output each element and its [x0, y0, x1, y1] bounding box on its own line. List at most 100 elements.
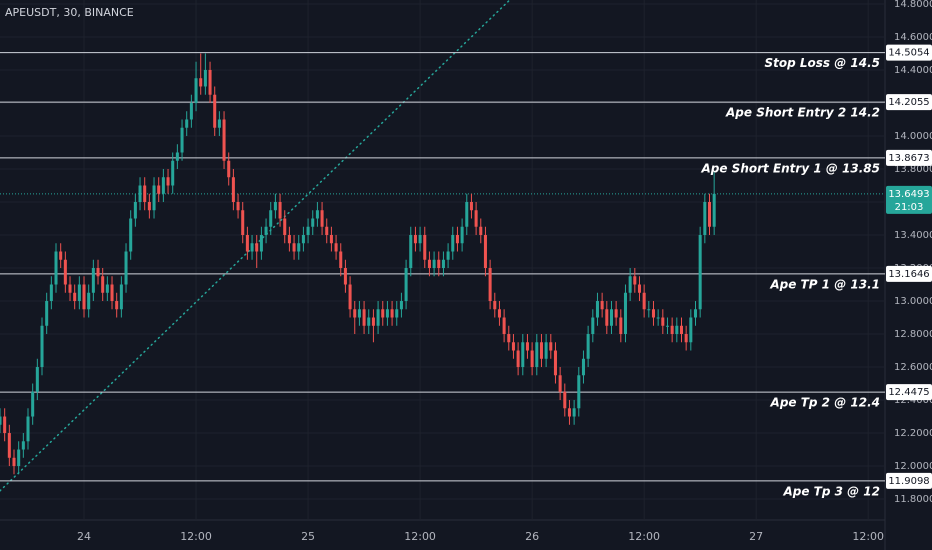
candle-body: [628, 276, 632, 293]
candle-body: [7, 433, 11, 458]
candle-body: [334, 243, 338, 252]
candle-body: [441, 259, 445, 269]
x-tick-label: 24: [77, 530, 91, 543]
level-annotation: Stop Loss @ 14.5: [764, 56, 880, 70]
candle-body: [684, 334, 688, 343]
x-tick-label: 26: [525, 530, 539, 543]
candle-body: [409, 234, 413, 269]
candle-body: [609, 309, 613, 326]
y-tick-label: 12.2000: [894, 428, 932, 439]
candle-body: [208, 69, 212, 95]
y-tick-label: 11.8000: [894, 494, 932, 505]
y-tick-label: 13.0000: [894, 296, 932, 307]
candle-body: [101, 276, 105, 293]
candle-body: [376, 309, 380, 326]
candle-body: [339, 251, 343, 269]
candle-body: [595, 301, 599, 318]
candle-body: [17, 449, 21, 467]
candle-body: [651, 309, 655, 318]
y-tick-label: 14.0000: [894, 131, 932, 142]
candle-body: [679, 325, 684, 335]
candle-body: [180, 127, 184, 153]
candle-body: [670, 325, 674, 335]
candle-body: [600, 301, 604, 310]
candle-body: [315, 210, 319, 219]
candle-body: [292, 243, 296, 252]
candle-body: [712, 193, 716, 227]
candle-body: [115, 301, 119, 310]
candle-body: [525, 342, 529, 351]
candle-body: [553, 350, 557, 376]
candle-body: [502, 317, 506, 335]
candle-body: [175, 152, 179, 161]
candle-body: [236, 201, 240, 211]
candle-body: [45, 301, 49, 326]
y-tick-label: 12.6000: [894, 362, 932, 373]
y-tick-label: 14.4000: [894, 65, 932, 76]
candle-body: [390, 309, 394, 318]
candle-body: [423, 234, 427, 260]
level-price-label: 14.5054: [888, 48, 929, 59]
candle-body: [105, 284, 109, 293]
level-price-box: [886, 472, 932, 489]
candle-body: [49, 284, 53, 302]
candle-body: [278, 201, 282, 219]
candle-body: [264, 226, 268, 235]
level-price-label: 12.4475: [888, 387, 929, 398]
candle-body: [530, 350, 534, 368]
candle-body: [203, 69, 207, 87]
candle-body: [96, 268, 100, 277]
candle-body: [474, 210, 478, 227]
y-tick-label: 12.4000: [894, 395, 932, 406]
candle-body: [581, 358, 585, 376]
candle-body: [343, 268, 347, 285]
candle-body: [703, 201, 707, 235]
candle-body: [558, 375, 562, 392]
y-tick-label: 14.6000: [894, 32, 932, 43]
level-price-label: 13.1646: [888, 269, 929, 280]
candle-body: [119, 284, 123, 310]
last-price-box: [886, 185, 932, 214]
candle-body: [227, 160, 231, 178]
level-price-label: 11.9098: [888, 476, 929, 487]
candle-body: [273, 201, 277, 211]
candle-body: [647, 309, 651, 311]
candle-body: [591, 317, 595, 335]
candle-body: [432, 259, 436, 269]
candle-body: [567, 408, 571, 417]
candle-body: [68, 284, 72, 293]
candle-body: [516, 350, 520, 368]
candle-body: [82, 284, 86, 310]
x-tick-label: 25: [301, 530, 315, 543]
y-tick-label: 14.8000: [894, 0, 932, 10]
candle-body: [133, 201, 137, 219]
candle-body: [371, 317, 375, 326]
candle-body: [63, 259, 67, 285]
candle-body: [357, 309, 361, 318]
candle-body: [511, 342, 515, 351]
candle-body: [413, 234, 417, 244]
candle-body: [147, 201, 151, 211]
candle-body: [395, 309, 399, 318]
candle-body: [437, 259, 441, 269]
candle-body: [231, 177, 235, 202]
level-price-label: 13.8673: [888, 153, 929, 164]
candle-body: [483, 234, 487, 269]
candle-body: [297, 243, 301, 252]
candle-body: [460, 226, 464, 244]
candle-body: [455, 234, 459, 244]
candle-body: [362, 309, 366, 326]
candle-body: [54, 251, 58, 285]
candle-body: [26, 416, 30, 442]
candle-body: [642, 292, 646, 310]
x-tick-label: 12:00: [628, 530, 660, 543]
candle-body: [633, 276, 637, 285]
level-annotation: Ape Short Entry 2 14.2: [725, 106, 880, 120]
candle-body: [614, 309, 618, 318]
x-tick-label: 12:00: [180, 530, 212, 543]
candle-body: [493, 301, 497, 310]
level-price-box: [886, 149, 932, 166]
level-annotation: Ape Short Entry 1 @ 13.85: [700, 161, 880, 175]
candle-body: [306, 226, 310, 235]
